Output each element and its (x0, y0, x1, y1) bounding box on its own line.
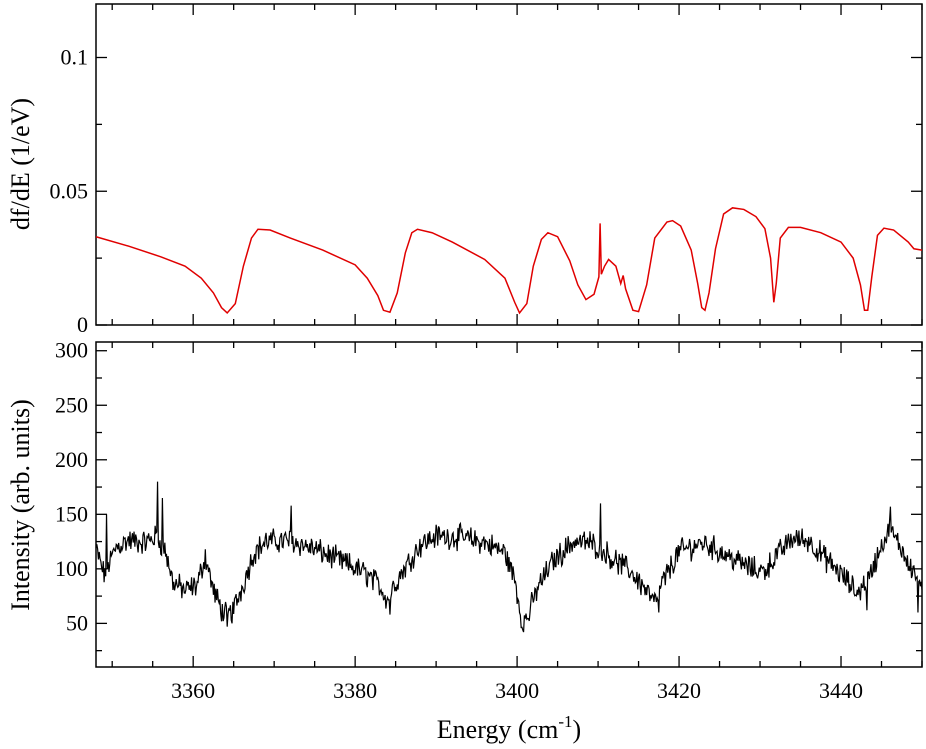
y-tick-label: 50 (66, 610, 88, 635)
x-axis-title-main: Energy (cm (437, 715, 559, 744)
y-tick-label: 100 (55, 556, 88, 581)
y-tick-label: 300 (55, 338, 88, 363)
x-tick-label: 3380 (333, 678, 377, 703)
bottom-plot-frame (95, 341, 923, 668)
series-line-measured (95, 481, 923, 633)
bottom-panel: 50 100 150 200 250 300 3360 3380 3400 3420 3440 I… (6, 338, 923, 744)
top-ticks (96, 4, 923, 326)
y-tick-label: 0.05 (50, 178, 89, 203)
y-tick-label: 200 (55, 447, 88, 472)
x-axis-title-suffix: ) (573, 715, 582, 744)
x-tick-label: 3400 (495, 678, 539, 703)
bottom-xtick-labels: 3360 3380 3400 3420 3440 (171, 678, 863, 703)
x-axis-title-superscript: -1 (558, 712, 572, 731)
bottom-ytick-labels: 50 100 150 200 250 300 (55, 338, 88, 636)
x-tick-label: 3360 (171, 678, 215, 703)
top-plot-frame (95, 3, 923, 326)
y-tick-label: 0 (77, 312, 88, 337)
y-tick-label: 250 (55, 392, 88, 417)
y-tick-label: 150 (55, 501, 88, 526)
x-tick-label: 3440 (819, 678, 863, 703)
bottom-ticks (96, 342, 923, 667)
x-axis-title: Energy (cm-1) (437, 712, 581, 744)
x-tick-label: 3420 (657, 678, 701, 703)
top-ytick-labels: 0 0.05 0.1 (50, 45, 89, 338)
top-panel: 0 0.05 0.1 df/dE (1/eV) (6, 3, 923, 338)
y-tick-label: 0.1 (61, 45, 89, 70)
bottom-y-axis-title: Intensity (arb. units) (6, 399, 35, 611)
series-line-calculated (95, 207, 923, 315)
top-y-axis-title: df/dE (1/eV) (6, 98, 35, 230)
